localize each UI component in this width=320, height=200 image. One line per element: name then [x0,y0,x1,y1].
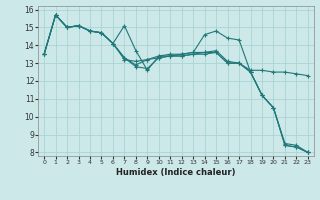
X-axis label: Humidex (Indice chaleur): Humidex (Indice chaleur) [116,168,236,177]
